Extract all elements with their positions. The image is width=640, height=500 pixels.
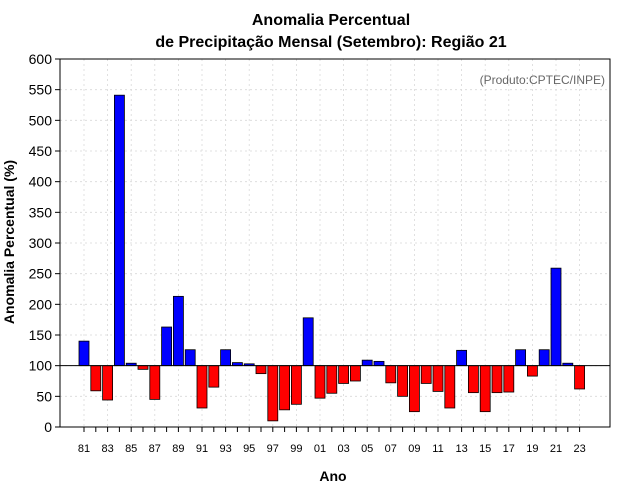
- x-tick-label: 21: [550, 443, 562, 455]
- chart-title-line1: Anomalia Percentual: [252, 12, 410, 29]
- bar-82: [90, 365, 102, 392]
- bar-10: [420, 365, 432, 384]
- bar-84: [114, 94, 125, 367]
- bar-01: [314, 365, 326, 399]
- y-tick-label: 400: [29, 174, 53, 190]
- bar-90: [184, 349, 196, 367]
- y-tick-label: 500: [29, 112, 53, 128]
- bar-06: [373, 360, 385, 367]
- y-tick-label: 350: [29, 204, 53, 220]
- x-tick-label: 03: [337, 443, 349, 455]
- y-tick-label: 0: [44, 419, 52, 435]
- bar-96: [255, 365, 267, 375]
- bar-92: [208, 365, 220, 388]
- x-tick-label: 89: [172, 443, 184, 455]
- x-tick-label: 01: [314, 443, 326, 455]
- credit-text: (Produto:CPTEC/INPE): [480, 73, 605, 87]
- bar-86: [137, 365, 149, 370]
- bar-11: [432, 365, 444, 392]
- bar-08: [397, 365, 409, 397]
- x-tick-label: 87: [149, 443, 161, 455]
- bar-81: [78, 340, 90, 367]
- x-tick-label: 93: [219, 443, 231, 455]
- x-axis: 81 83 85 87 89 91 93 95 97 99 01 03 05 07 09 11 13 15 17 19…: [78, 427, 586, 455]
- bar-00: [302, 317, 314, 367]
- x-tick-label: 19: [526, 443, 538, 455]
- x-tick-label: 13: [455, 443, 467, 455]
- y-tick-label: 450: [29, 143, 53, 159]
- chart-title-line2: de Precipitação Mensal (Setembro): Regiã…: [155, 34, 506, 51]
- y-tick-label: 50: [36, 388, 52, 404]
- bar-14: [467, 365, 479, 394]
- x-tick-label: 15: [479, 443, 491, 455]
- y-tick-label: 150: [29, 327, 53, 343]
- bar-97: [267, 365, 279, 422]
- bar-93: [220, 349, 232, 367]
- bar-89: [172, 295, 184, 367]
- x-tick-label: 11: [432, 443, 443, 455]
- bar-98: [279, 365, 291, 411]
- y-axis-title: Anomalia Percentual (%): [1, 160, 17, 324]
- x-tick-label: 81: [78, 443, 90, 455]
- bar-16: [491, 365, 503, 394]
- y-tick-label: 250: [29, 266, 53, 282]
- bar-02: [326, 365, 338, 394]
- bar-13: [456, 349, 468, 367]
- y-tick-label: 600: [29, 51, 53, 67]
- x-tick-label: 23: [573, 443, 585, 455]
- bar-18: [515, 349, 526, 367]
- x-tick-label: 91: [196, 443, 208, 455]
- bar-15: [479, 365, 491, 413]
- bar-19: [527, 365, 538, 377]
- bar-99: [290, 365, 302, 405]
- bar-20: [538, 349, 550, 367]
- x-tick-label: 83: [101, 443, 113, 455]
- bar-23: [574, 365, 585, 390]
- x-tick-label: 95: [243, 443, 255, 455]
- bar-17: [503, 365, 515, 393]
- bar-21: [550, 267, 562, 367]
- x-tick-label: 97: [267, 443, 279, 455]
- x-tick-label: 09: [408, 443, 420, 455]
- y-axis: 0 50 100 150 200 250 300 350 400 450 500 550 600: [29, 51, 60, 435]
- x-tick-label: 07: [385, 443, 397, 455]
- bar-12: [444, 365, 456, 409]
- x-tick-label: 99: [290, 443, 302, 455]
- y-tick-label: 200: [29, 296, 53, 312]
- bar-07: [385, 365, 397, 384]
- bar-05: [361, 359, 373, 367]
- x-axis-title: Ano: [319, 468, 346, 484]
- y-tick-label: 550: [29, 82, 53, 98]
- bar-09: [408, 365, 420, 413]
- bars: [78, 94, 585, 422]
- x-tick-label: 85: [125, 443, 137, 455]
- bar-03: [338, 365, 350, 384]
- x-tick-label: 05: [361, 443, 373, 455]
- bar-83: [102, 365, 113, 401]
- bar-88: [161, 326, 173, 367]
- bar-91: [196, 365, 208, 409]
- y-tick-label: 100: [29, 358, 53, 374]
- y-tick-label: 300: [29, 235, 53, 251]
- bar-04: [349, 365, 361, 382]
- x-tick-label: 17: [503, 443, 515, 455]
- bar-87: [149, 365, 161, 400]
